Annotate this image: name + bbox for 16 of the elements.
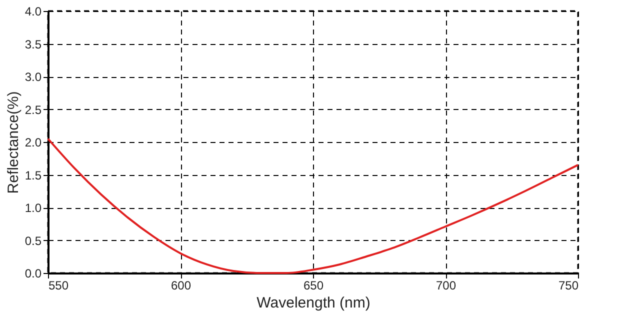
y-tick-label: 3.0: [24, 70, 42, 84]
y-tick-label: 1.0: [24, 201, 42, 215]
y-tick-label: 0.5: [24, 234, 42, 248]
y-tick-label: 3.5: [24, 37, 42, 52]
y-tick-label: 4.0: [24, 4, 42, 18]
x-tick-label: 550: [48, 278, 69, 292]
y-tick-label: 1.5: [24, 168, 42, 182]
x-tick-label: 700: [436, 278, 456, 292]
x-axis-title: Wavelength (nm): [256, 294, 370, 312]
y-tick-label: 2.5: [24, 102, 42, 117]
x-tick-label: 600: [170, 278, 192, 292]
x-tick-label: 750: [558, 278, 579, 292]
y-tick-label: 0.0: [24, 266, 42, 280]
x-tick-label: 650: [303, 278, 324, 292]
y-tick-label: 2.0: [24, 136, 42, 150]
y-axis-title: Reflectance(%): [4, 91, 22, 194]
